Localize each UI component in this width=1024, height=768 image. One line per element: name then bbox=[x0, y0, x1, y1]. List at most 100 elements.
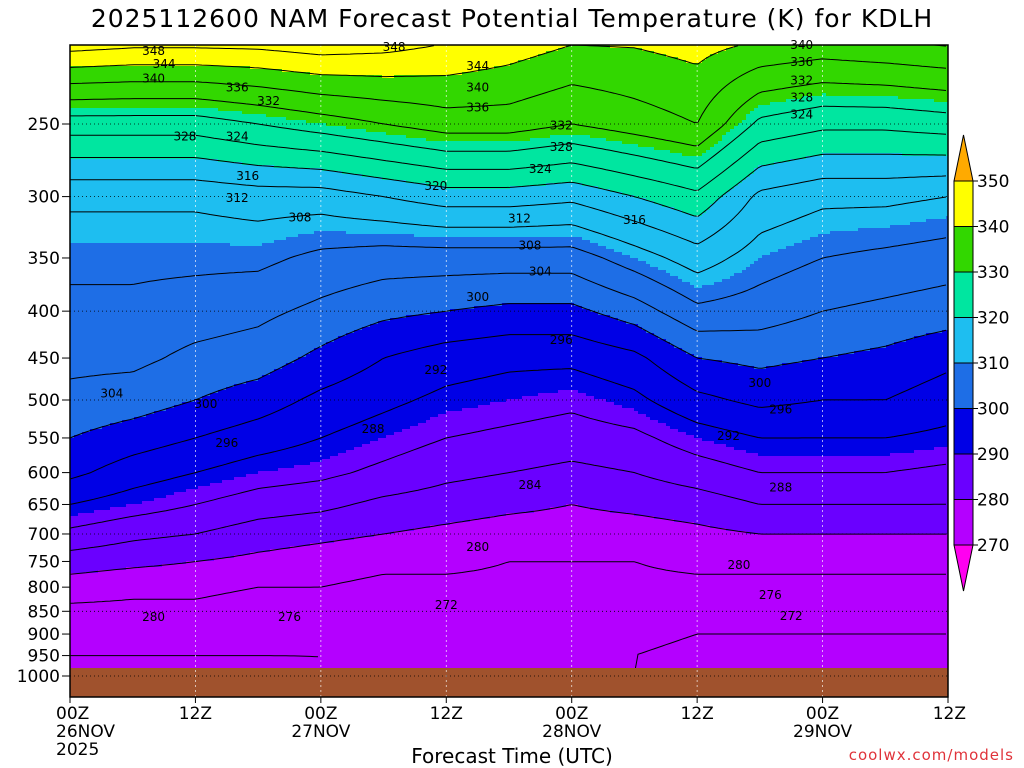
credit-text[interactable]: coolwx.com/models bbox=[848, 746, 1014, 764]
theta-fill-cell bbox=[210, 159, 215, 244]
contour-336 bbox=[70, 58, 947, 124]
theta-fill-cell bbox=[594, 138, 599, 187]
theta-fill-cell bbox=[582, 507, 587, 697]
theta-fill-cell bbox=[266, 165, 271, 244]
theta-fill-cell bbox=[498, 402, 503, 517]
theta-fill-cell bbox=[618, 405, 623, 514]
theta-fill-cell bbox=[398, 531, 403, 697]
theta-fill-cell bbox=[106, 159, 111, 244]
theta-fill-cell bbox=[402, 135, 407, 181]
theta-fill-cell bbox=[278, 369, 283, 469]
theta-fill-cell bbox=[502, 402, 507, 517]
theta-fill-cell bbox=[878, 45, 883, 97]
theta-fill-cell bbox=[182, 66, 187, 109]
theta-fill-cell bbox=[282, 168, 287, 241]
theta-fill-cell bbox=[566, 135, 571, 184]
theta-fill-cell bbox=[118, 423, 123, 508]
theta-fill-cell bbox=[842, 456, 847, 535]
theta-fill-cell bbox=[566, 504, 571, 697]
theta-fill-cell bbox=[474, 72, 479, 142]
theta-fill-cell bbox=[846, 153, 851, 232]
theta-fill-cell bbox=[510, 45, 515, 64]
theta-fill-cell bbox=[482, 405, 487, 520]
theta-fill-cell bbox=[614, 513, 619, 697]
theta-fill-cell bbox=[366, 234, 371, 328]
theta-fill-cell bbox=[582, 186, 587, 241]
theta-fill-cell bbox=[374, 45, 379, 76]
theta-fill-cell bbox=[498, 516, 503, 697]
theta-fill-cell bbox=[226, 558, 231, 697]
theta-fill-cell bbox=[254, 165, 259, 247]
theta-fill-cell bbox=[646, 333, 651, 418]
theta-fill-cell bbox=[522, 186, 527, 238]
theta-fill-cell bbox=[842, 354, 847, 457]
theta-fill-cell bbox=[918, 45, 923, 100]
theta-fill-cell bbox=[686, 156, 691, 214]
theta-fill-cell bbox=[846, 354, 851, 457]
theta-fill-cell bbox=[522, 141, 527, 187]
theta-fill-cell bbox=[314, 168, 319, 232]
theta-fill-cell bbox=[106, 570, 111, 697]
theta-fill-cell bbox=[346, 234, 351, 334]
theta-fill-cell bbox=[386, 321, 391, 436]
theta-fill-cell bbox=[374, 234, 379, 325]
theta-fill-cell bbox=[718, 444, 723, 529]
theta-fill-cell bbox=[766, 165, 771, 256]
theta-fill-cell bbox=[878, 153, 883, 229]
theta-fill-cell bbox=[266, 375, 271, 472]
theta-fill-cell bbox=[174, 159, 179, 244]
theta-fill-cell bbox=[938, 102, 943, 157]
theta-fill-cell bbox=[798, 159, 803, 244]
theta-fill-cell bbox=[750, 366, 755, 454]
theta-fill-cell bbox=[250, 552, 255, 697]
theta-fill-cell bbox=[406, 234, 411, 316]
theta-fill-cell bbox=[930, 333, 935, 451]
theta-fill-cell bbox=[178, 66, 183, 109]
theta-fill-cell bbox=[170, 243, 175, 409]
theta-fill-cell bbox=[370, 45, 375, 76]
theta-fill-cell bbox=[702, 45, 707, 61]
theta-fill-cell bbox=[674, 429, 679, 523]
theta-fill-cell bbox=[706, 57, 711, 151]
theta-fill-cell bbox=[562, 45, 567, 49]
theta-fill-cell bbox=[658, 45, 663, 55]
theta-fill-cell bbox=[378, 45, 383, 76]
theta-fill-cell bbox=[194, 159, 199, 244]
theta-fill-cell bbox=[134, 108, 139, 160]
theta-fill-cell bbox=[602, 138, 607, 190]
theta-fill-cell bbox=[366, 45, 371, 76]
theta-fill-cell bbox=[418, 315, 423, 424]
theta-fill-cell bbox=[722, 528, 727, 697]
contour-316 bbox=[70, 175, 947, 245]
theta-fill-cell bbox=[478, 519, 483, 697]
theta-fill-cell bbox=[338, 75, 343, 127]
theta-fill-cell bbox=[158, 66, 163, 109]
theta-fill-cell bbox=[554, 393, 559, 508]
theta-fill-cell bbox=[222, 243, 227, 391]
theta-fill-cell bbox=[218, 390, 223, 484]
theta-fill-cell bbox=[622, 195, 627, 256]
theta-fill-cell bbox=[902, 534, 907, 697]
theta-fill-cell bbox=[906, 453, 911, 535]
theta-fill-cell bbox=[338, 540, 343, 697]
theta-fill-cell bbox=[858, 45, 863, 97]
theta-fill-cell bbox=[510, 513, 515, 697]
theta-fill-cell bbox=[234, 384, 239, 478]
theta-fill-cell bbox=[770, 45, 775, 103]
theta-fill-cell bbox=[370, 441, 375, 538]
contour-344 bbox=[70, 45, 435, 56]
theta-fill-cell bbox=[654, 519, 659, 697]
contour-340 bbox=[70, 45, 739, 78]
theta-fill-cell bbox=[666, 519, 671, 697]
theta-fill-cell bbox=[74, 45, 79, 67]
theta-fill-cell bbox=[594, 510, 599, 697]
theta-fill-cell bbox=[546, 237, 551, 304]
theta-fill-cell bbox=[522, 396, 527, 514]
theta-fill-cell bbox=[354, 129, 359, 175]
theta-fill-cell bbox=[874, 96, 879, 154]
theta-fill-cell bbox=[558, 303, 563, 391]
theta-fill-cell bbox=[434, 312, 439, 418]
theta-fill-cell bbox=[302, 357, 307, 466]
theta-fill-cell bbox=[370, 324, 375, 442]
colorbar-label: 330 bbox=[977, 263, 1009, 283]
